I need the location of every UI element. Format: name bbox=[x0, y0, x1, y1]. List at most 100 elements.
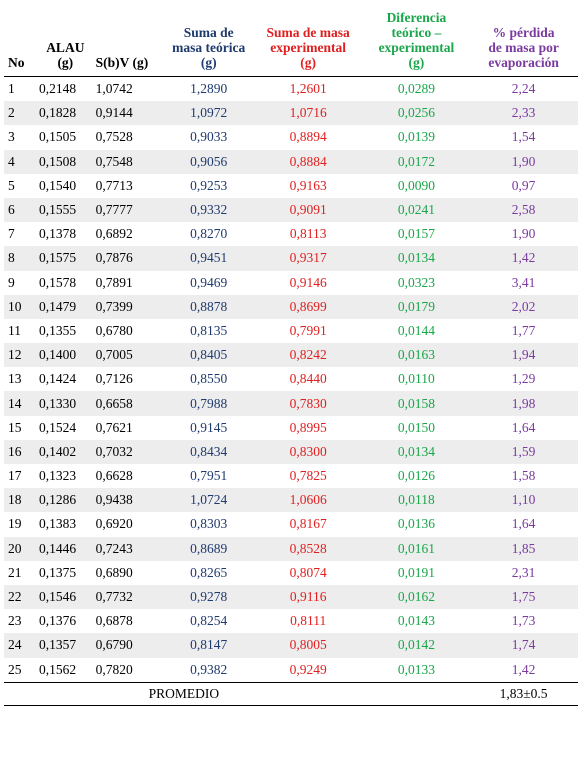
table-row: 7 0,1378 0,6892 0,8270 0,8113 0,0157 1,90 bbox=[4, 222, 578, 246]
cell-diferencia: 0,0139 bbox=[397, 129, 435, 145]
table-row: 15 0,1524 0,7621 0,9145 0,8995 0,0150 1,64 bbox=[4, 416, 578, 440]
table-body: 1 0,2148 1,0742 1,2890 1,2601 0,0289 2,24 2 0,18… bbox=[4, 77, 578, 683]
cell-sbv: 0,7399 bbox=[93, 294, 165, 319]
cell-experimental: 0,8005 bbox=[252, 633, 364, 658]
cell-diferencia: 0,0150 bbox=[397, 419, 435, 435]
cell-alau: 0,1424 bbox=[39, 371, 77, 387]
header-teorica-line: Suma de bbox=[183, 25, 234, 40]
cell-diferencia: 0,0126 bbox=[397, 468, 435, 484]
cell-diferencia: 0,0143 bbox=[397, 613, 435, 629]
promedio-label: PROMEDIO bbox=[4, 681, 364, 706]
footer-spacer bbox=[363, 681, 470, 706]
cell-alau: 0,1323 bbox=[39, 468, 77, 484]
cell-sbv: 0,7876 bbox=[93, 246, 165, 271]
cell-perdida: 1,59 bbox=[469, 439, 578, 464]
cell-teorica: 0,9451 bbox=[164, 246, 253, 271]
cell-alau: 0,1400 bbox=[37, 343, 94, 368]
cell-no: 15 bbox=[8, 419, 22, 435]
cell-alau: 0,1562 bbox=[39, 661, 77, 677]
table-row: 10 0,1479 0,7399 0,8878 0,8699 0,0179 2,02 bbox=[4, 294, 578, 319]
table-row: 1 0,2148 1,0742 1,2890 1,2601 0,0289 2,24 bbox=[4, 77, 578, 102]
cell-alau: 0,1479 bbox=[37, 294, 94, 319]
cell-teorica: 0,8434 bbox=[164, 439, 253, 464]
cell-alau: 0,1578 bbox=[39, 274, 77, 290]
cell-sbv: 1,0742 bbox=[95, 81, 133, 97]
header-experimental: Suma de masa experimental (g) bbox=[253, 10, 364, 77]
cell-perdida: 1,73 bbox=[511, 613, 536, 629]
cell-perdida: 2,31 bbox=[511, 564, 536, 580]
cell-sbv: 0,6628 bbox=[95, 468, 133, 484]
cell-experimental: 0,7830 bbox=[252, 391, 364, 416]
cell-diferencia: 0,0134 bbox=[363, 246, 470, 271]
table-row: 11 0,1355 0,6780 0,8135 0,7991 0,0144 1,77 bbox=[4, 319, 578, 343]
header-experimental-line: experimental bbox=[270, 40, 346, 55]
cell-sbv: 0,9438 bbox=[93, 488, 165, 513]
cell-perdida: 1,58 bbox=[511, 468, 536, 484]
cell-alau: 0,1286 bbox=[37, 488, 94, 513]
cell-sbv: 0,7621 bbox=[95, 419, 133, 435]
cell-alau: 0,1540 bbox=[39, 177, 77, 193]
cell-experimental: 0,9146 bbox=[289, 274, 327, 290]
cell-diferencia: 0,0090 bbox=[397, 177, 435, 193]
cell-alau: 0,1378 bbox=[39, 226, 77, 242]
cell-sbv: 0,7243 bbox=[93, 536, 165, 561]
table-row: 14 0,1330 0,6658 0,7988 0,7830 0,0158 1,98 bbox=[4, 391, 578, 416]
cell-teorica: 0,8303 bbox=[190, 516, 228, 532]
cell-teorica: 0,8254 bbox=[190, 613, 228, 629]
table-row: 12 0,1400 0,7005 0,8405 0,8242 0,0163 1,94 bbox=[4, 343, 578, 368]
cell-diferencia: 0,0161 bbox=[363, 536, 470, 561]
cell-diferencia: 0,0110 bbox=[398, 371, 435, 387]
cell-experimental: 0,8167 bbox=[289, 516, 327, 532]
cell-diferencia: 0,0158 bbox=[363, 391, 470, 416]
cell-diferencia: 0,0163 bbox=[363, 343, 470, 368]
cell-alau: 0,1383 bbox=[39, 516, 77, 532]
header-diferencia-line: Diferencia bbox=[386, 10, 447, 25]
header-perdida-line: % pérdida bbox=[492, 25, 555, 40]
table-row: 20 0,1446 0,7243 0,8689 0,8528 0,0161 1,85 bbox=[4, 536, 578, 561]
cell-teorica: 0,8550 bbox=[190, 371, 228, 387]
cell-perdida: 2,33 bbox=[469, 101, 578, 126]
cell-sbv: 0,9144 bbox=[93, 101, 165, 126]
cell-sbv: 0,7548 bbox=[93, 149, 165, 174]
cell-perdida: 1,94 bbox=[469, 343, 578, 368]
cell-no: 2 bbox=[4, 101, 37, 126]
header-perdida-line: evaporación bbox=[488, 55, 559, 70]
table-row: 21 0,1375 0,6890 0,8265 0,8074 0,0191 2,31 bbox=[4, 561, 578, 585]
cell-diferencia: 0,0162 bbox=[363, 584, 470, 610]
cell-no: 5 bbox=[8, 177, 15, 193]
cell-no: 25 bbox=[8, 661, 22, 677]
cell-diferencia: 0,0323 bbox=[397, 274, 435, 290]
table-footer: PROMEDIO 1,83±0.5 bbox=[4, 681, 578, 706]
cell-teorica: 0,9278 bbox=[164, 584, 253, 610]
cell-experimental: 0,7991 bbox=[289, 322, 327, 338]
cell-perdida: 1,54 bbox=[511, 129, 536, 145]
cell-experimental: 0,9091 bbox=[252, 197, 364, 223]
cell-perdida: 1,42 bbox=[469, 246, 578, 271]
cell-experimental: 0,8699 bbox=[252, 294, 364, 319]
cell-no: 19 bbox=[8, 516, 22, 532]
cell-teorica: 0,8689 bbox=[164, 536, 253, 561]
header-diferencia-line: experimental bbox=[378, 40, 455, 55]
table-row: 3 0,1505 0,7528 0,9033 0,8894 0,0139 1,54 bbox=[4, 125, 578, 149]
cell-experimental: 0,8113 bbox=[289, 226, 327, 242]
mass-table: No ALAU (g) S(b)V (g) Suma de masa teóri… bbox=[4, 10, 578, 706]
cell-perdida: 1,90 bbox=[469, 149, 578, 174]
header-diferencia-line: teórico – bbox=[391, 25, 442, 40]
cell-experimental: 0,8111 bbox=[290, 613, 327, 629]
table-row: 19 0,1383 0,6920 0,8303 0,8167 0,0136 1,64 bbox=[4, 512, 578, 536]
cell-sbv: 0,6878 bbox=[95, 613, 133, 629]
cell-sbv: 0,6658 bbox=[93, 391, 165, 416]
cell-no: 11 bbox=[8, 322, 21, 338]
cell-alau: 0,1357 bbox=[37, 633, 94, 658]
table-row: 13 0,1424 0,7126 0,8550 0,8440 0,0110 1,29 bbox=[4, 367, 578, 391]
cell-teorica: 0,9056 bbox=[164, 149, 253, 174]
cell-no: 9 bbox=[8, 274, 15, 290]
cell-alau: 0,1508 bbox=[37, 149, 94, 174]
cell-diferencia: 0,0134 bbox=[363, 439, 470, 464]
table-row: 2 0,1828 0,9144 1,0972 1,0716 0,0256 2,33 bbox=[4, 101, 578, 126]
cell-diferencia: 0,0179 bbox=[363, 294, 470, 319]
table-row: 22 0,1546 0,7732 0,9278 0,9116 0,0162 1,75 bbox=[4, 584, 578, 610]
header-teorica-line: masa teórica bbox=[172, 40, 246, 55]
cell-perdida: 1,85 bbox=[469, 536, 578, 561]
header-teorica-line: (g) bbox=[200, 55, 217, 70]
